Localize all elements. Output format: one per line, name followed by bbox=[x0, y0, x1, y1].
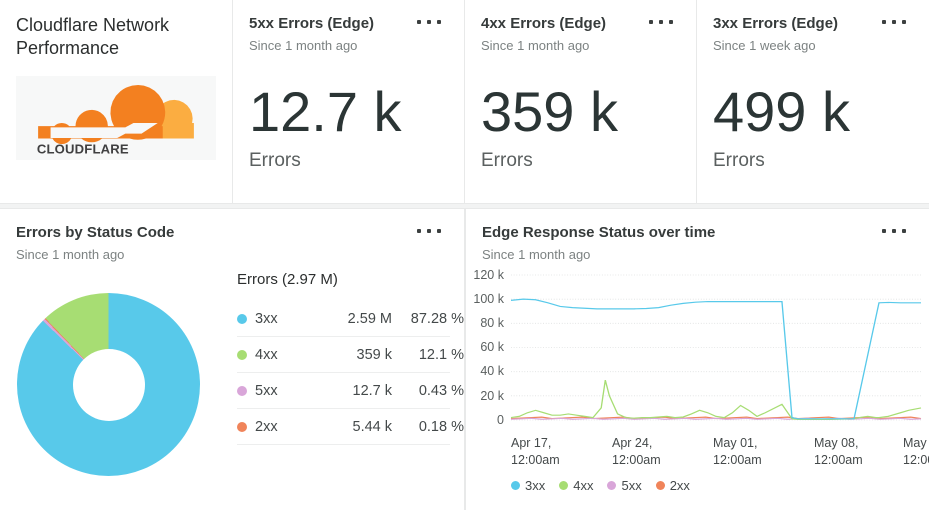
svg-text:CLOUDFLARE: CLOUDFLARE bbox=[37, 142, 129, 157]
